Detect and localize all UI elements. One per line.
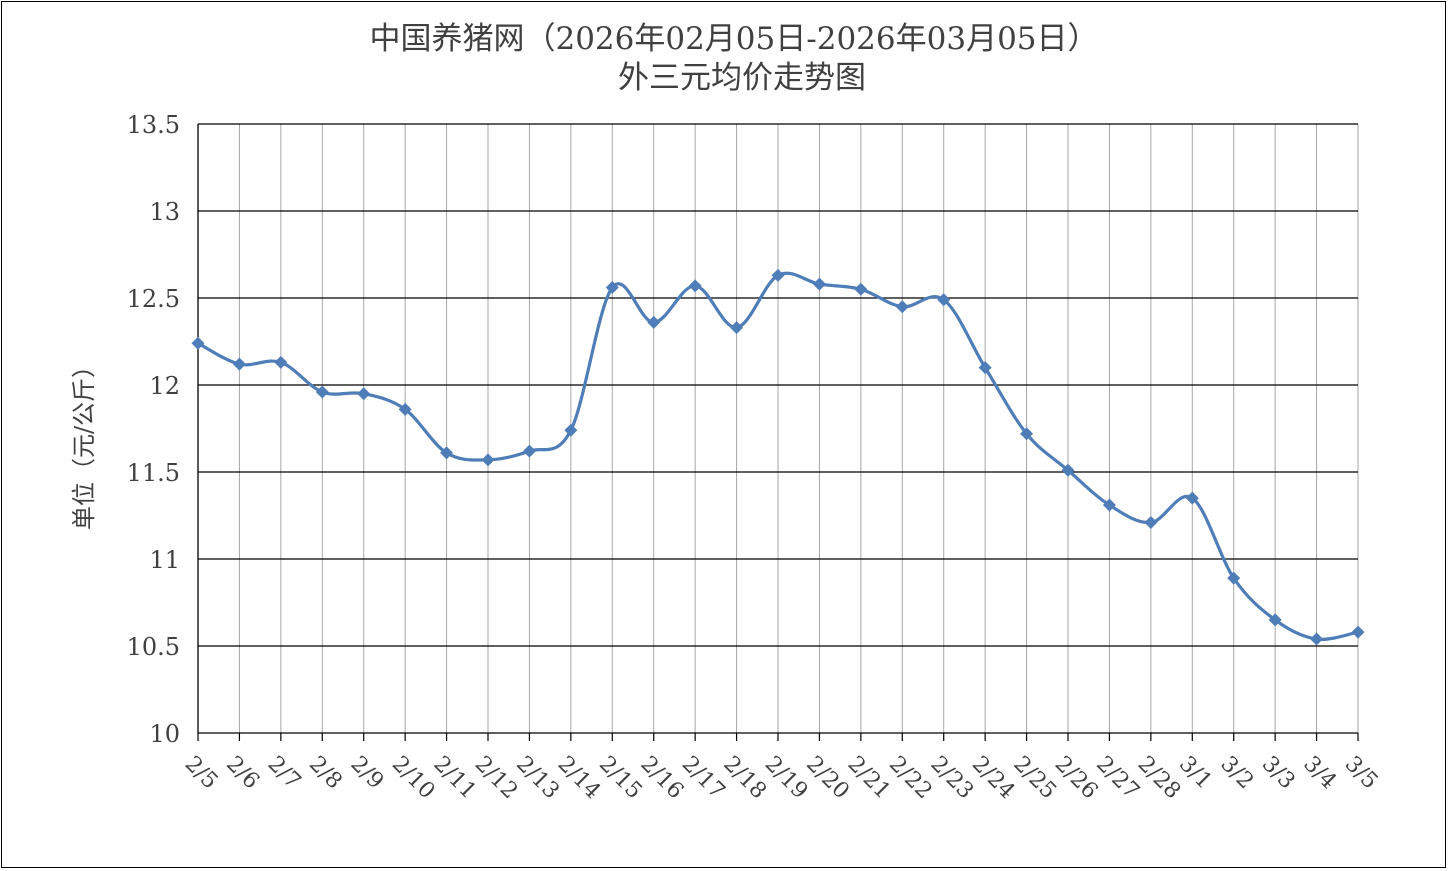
vertical-gridlines [197, 124, 1359, 733]
x-tick-label: 2/8 [304, 752, 347, 795]
x-tick-label: 2/15 [594, 752, 647, 805]
data-point-marker [1061, 463, 1075, 477]
x-tick-label: 2/28 [1133, 752, 1186, 805]
y-tick-label: 12.5 [127, 285, 180, 313]
data-point-marker [232, 357, 246, 371]
x-tick-label: 3/4 [1298, 752, 1341, 795]
x-tick-label: 2/19 [760, 752, 813, 805]
data-point-marker [1102, 498, 1116, 512]
x-tick-label: 2/27 [1091, 752, 1144, 805]
x-tick-labels: 2/52/62/72/82/92/102/112/122/132/142/152… [180, 752, 1383, 805]
y-tick-label: 13.5 [127, 111, 180, 139]
y-tick-label: 10.5 [127, 633, 180, 661]
data-point-marker [812, 277, 826, 291]
horizontal-gridlines [198, 123, 1358, 647]
x-tick-label: 2/13 [511, 752, 564, 805]
chart-subtitle: 外三元均价走势图 [618, 60, 866, 96]
x-tick-label: 2/20 [801, 752, 854, 805]
x-tick-label: 2/14 [553, 752, 606, 805]
data-point-marker [771, 268, 785, 282]
x-tick-label: 2/24 [967, 752, 1020, 805]
data-point-marker [688, 279, 702, 293]
x-tick-label: 2/5 [180, 752, 223, 795]
data-point-marker [522, 444, 536, 458]
data-point-marker [1020, 427, 1034, 441]
x-tick-label: 2/16 [635, 752, 688, 805]
x-tick-label: 3/3 [1257, 752, 1300, 795]
x-tick-label: 2/25 [1008, 752, 1061, 805]
y-tick-label: 13 [149, 198, 180, 226]
data-point-marker [730, 321, 744, 335]
data-point-marker [357, 387, 371, 401]
x-tick-label: 2/21 [843, 752, 896, 805]
data-point-marker [481, 453, 495, 467]
data-point-marker [1227, 571, 1241, 585]
chart-title-group: 中国养猪网（2026年02月05日-2026年03月05日） 外三元均价走势图 [369, 21, 1098, 96]
y-tick-label: 11.5 [127, 459, 180, 487]
data-point-marker [605, 281, 619, 295]
y-tick-labels: 10 10.5 11 11.5 12 12.5 13 13.5 [127, 111, 180, 748]
data-point-marker [274, 355, 288, 369]
x-tick-label: 2/9 [345, 752, 388, 795]
y-axis-label: 单位（元/公斤） [70, 354, 98, 530]
price-series [191, 268, 1365, 646]
x-tick-label: 2/18 [718, 752, 771, 805]
data-point-marker [564, 423, 578, 437]
x-tick-label: 2/22 [884, 752, 937, 805]
x-tick-label: 3/2 [1215, 752, 1258, 795]
y-tick-label: 11 [149, 546, 180, 574]
data-point-marker [191, 336, 205, 350]
data-point-marker [978, 361, 992, 375]
x-tick-label: 2/26 [1050, 752, 1103, 805]
chart-title: 中国养猪网（2026年02月05日-2026年03月05日） [369, 21, 1098, 57]
x-tick-label: 3/5 [1340, 752, 1383, 795]
x-tick-label: 2/7 [263, 752, 306, 795]
data-point-marker [398, 402, 412, 416]
y-tick-label: 10 [149, 720, 180, 748]
data-point-marker [1144, 515, 1158, 529]
data-point-marker [647, 315, 661, 329]
x-tick-label: 2/17 [677, 752, 730, 805]
data-point-marker [1185, 491, 1199, 505]
axes [197, 124, 1359, 741]
x-tick-label: 2/11 [428, 752, 481, 805]
x-tick-label: 2/10 [387, 752, 440, 805]
x-tick-label: 2/23 [925, 752, 978, 805]
data-point-marker [315, 385, 329, 399]
data-point-marker [937, 293, 951, 307]
x-tick-label: 2/12 [470, 752, 523, 805]
data-point-marker [440, 446, 454, 460]
y-tick-label: 12 [149, 372, 180, 400]
data-point-marker [1310, 632, 1324, 646]
data-point-marker [1351, 625, 1365, 639]
data-point-marker [854, 282, 868, 296]
data-point-marker [1268, 613, 1282, 627]
x-tick-label: 2/6 [221, 752, 264, 795]
data-point-marker [895, 300, 909, 314]
